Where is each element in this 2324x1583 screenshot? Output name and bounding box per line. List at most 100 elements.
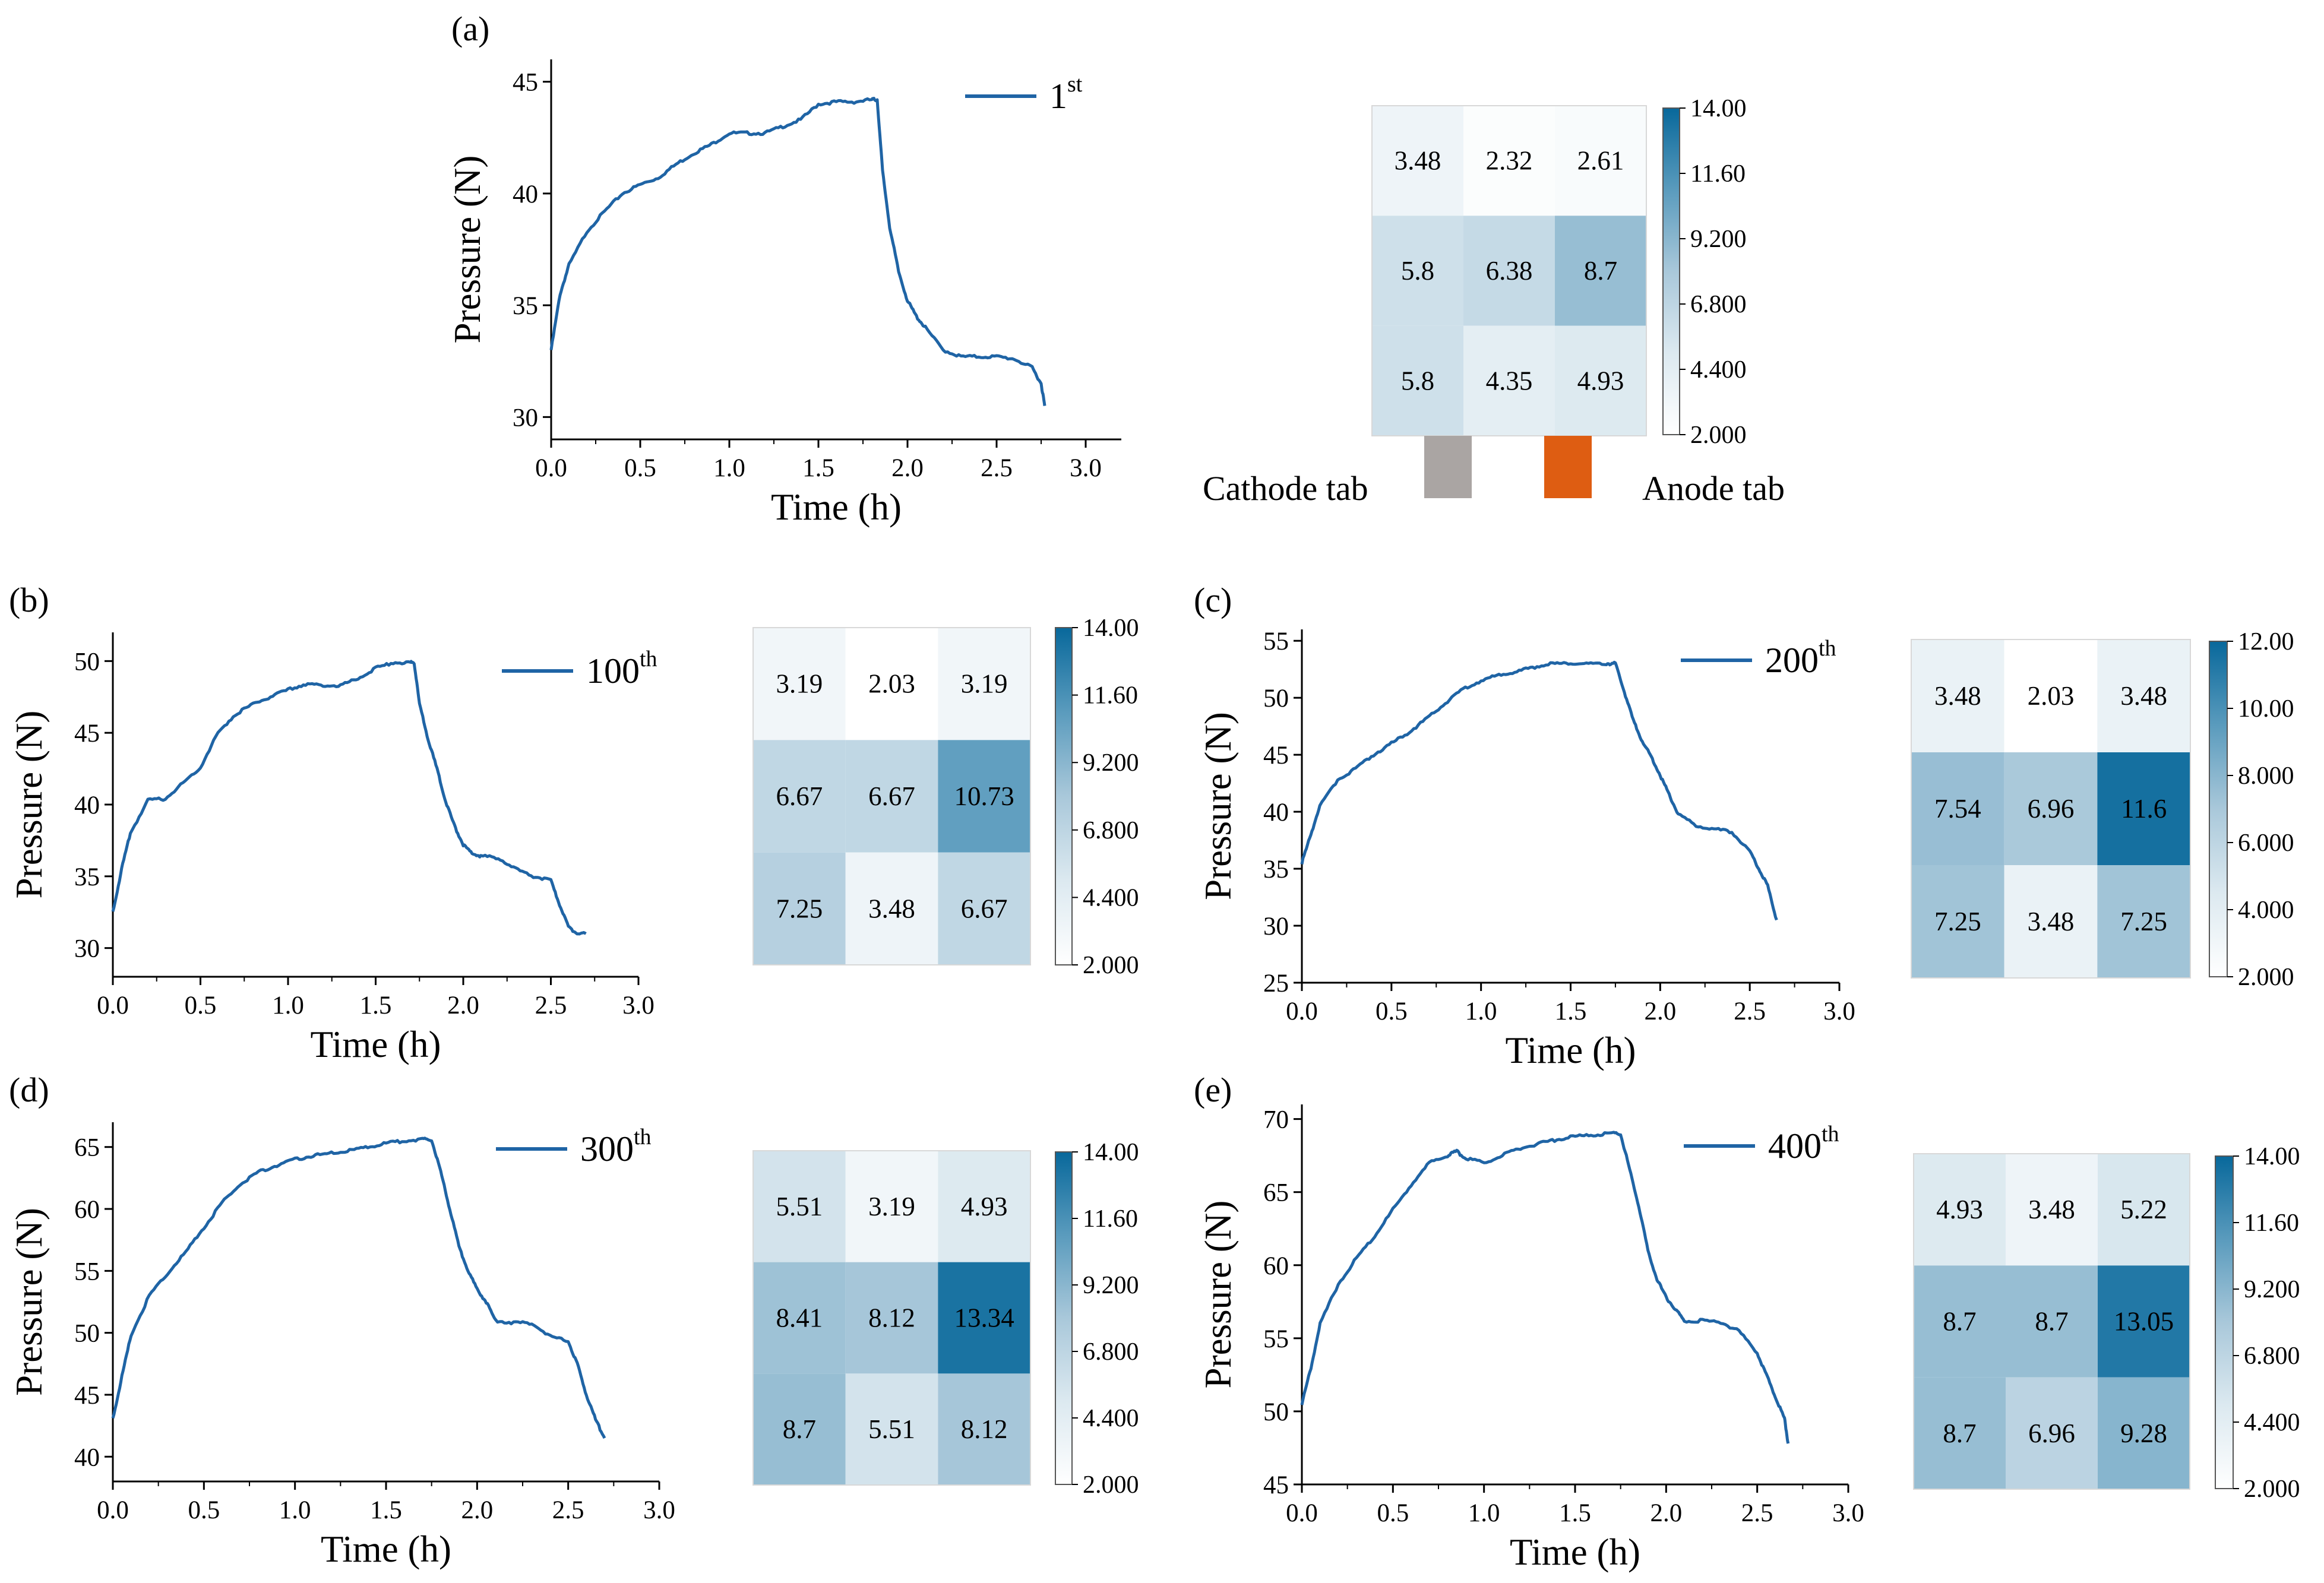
pressure-line: [1300, 1131, 1790, 1444]
heatmap-border: [752, 1150, 1031, 1486]
x-tick-label: 2.5: [1734, 998, 1766, 1025]
heatmap-cell-value: 6.38: [1486, 256, 1533, 286]
heatmap-cell-value: 10.73: [954, 781, 1014, 811]
heatmap-cell-value: 2.32: [1486, 146, 1533, 176]
heatmap-cell-value: 5.8: [1401, 366, 1434, 395]
legend-label: 300: [580, 1129, 634, 1169]
y-tick-label: 40: [513, 181, 538, 208]
x-tick-label: 1.5: [802, 454, 834, 482]
heatmap-cell-value: 11.6: [2121, 794, 2167, 824]
y-tick-label: 50: [1263, 685, 1289, 713]
colorbar-tick-label: 10.00: [2238, 695, 2294, 723]
legend-superscript: th: [634, 1125, 652, 1150]
x-tick-label: 2.0: [1650, 1499, 1682, 1527]
y-tick-label: 55: [74, 1258, 100, 1286]
pressure-line: [1300, 660, 1778, 921]
panel-label: (e): [1194, 1071, 1232, 1109]
heatmap-cell-value: 4.93: [1577, 366, 1624, 395]
y-tick-label: 35: [74, 863, 100, 891]
heatmap-cell-value: 6.96: [2028, 1419, 2075, 1448]
y-tick-label: 50: [74, 1320, 100, 1348]
colorbar-tick-label: 11.60: [1083, 682, 1138, 710]
x-tick-label: 1.0: [279, 1496, 311, 1524]
legend-label: 1: [1049, 77, 1067, 116]
x-tick-label: 0.5: [185, 992, 217, 1020]
heatmap-cell-value: 8.7: [1943, 1307, 1976, 1337]
heatmap-cell-value: 5.51: [776, 1192, 823, 1221]
x-tick-label: 1.5: [370, 1496, 402, 1524]
y-tick-label: 45: [513, 69, 538, 97]
x-tick-label: 2.5: [1741, 1499, 1773, 1527]
y-tick-label: 35: [1263, 856, 1289, 884]
heatmap-cell: [2006, 1265, 2098, 1378]
colorbar-tick-label: 14.00: [1690, 95, 1747, 122]
x-tick-label: 0.0: [97, 1496, 129, 1524]
heatmap-cell-value: 5.8: [1401, 256, 1434, 286]
x-tick-label: 2.0: [1644, 998, 1676, 1025]
colorbar-tick-label: 11.60: [2244, 1210, 2299, 1237]
heatmap-cell: [1463, 216, 1555, 326]
heatmap-cell-value: 6.67: [776, 781, 823, 811]
y-tick-label: 60: [74, 1196, 100, 1224]
x-tick-label: 0.5: [624, 454, 656, 482]
colorbar-tick-label: 6.800: [1690, 291, 1747, 318]
heatmap-cell: [753, 852, 846, 965]
x-tick-label: 0.0: [1286, 998, 1318, 1025]
heatmap-cell: [753, 628, 846, 740]
panel-d: (d) 0.0 0.5 1.0 1.5 2.0 2.5 3.0 40 45 50 55 60 65 Time…: [8, 1071, 1139, 1570]
colorbar: [2209, 641, 2228, 977]
cathode-tab-swatch: [1424, 436, 1472, 498]
y-axis-label: Pressure (N): [8, 1208, 50, 1396]
heatmap-cell-value: 4.93: [1936, 1195, 1983, 1224]
colorbar-tick-label: 9.200: [1690, 226, 1747, 253]
x-axis-label: Time (h): [1510, 1531, 1640, 1573]
x-axis-label: Time (h): [311, 1024, 441, 1065]
heatmap-border: [1913, 1153, 2190, 1490]
colorbar-tick-label: 4.400: [1690, 356, 1747, 384]
y-tick-label: 55: [1263, 1325, 1289, 1353]
colorbar: [1662, 107, 1680, 435]
x-tick-label: 0.5: [1377, 1499, 1409, 1527]
y-tick-label: 45: [74, 1382, 100, 1410]
x-axis-label: Time (h): [1506, 1030, 1636, 1071]
legend-superscript: th: [1822, 1122, 1839, 1147]
x-tick-label: 3.0: [1070, 454, 1102, 482]
x-tick-label: 1.5: [360, 992, 392, 1020]
panel-b: (b) 0.0 0.5 1.0 1.5 2.0 2.5 3.0 30 35 40 45 50 Time (…: [8, 581, 1139, 1065]
x-tick-label: 1.0: [272, 992, 304, 1020]
heatmap-cell-value: 3.48: [2028, 907, 2075, 936]
heatmap-cell: [1555, 216, 1646, 326]
y-tick-label: 50: [74, 648, 100, 676]
heatmap-cell-value: 7.25: [2120, 907, 2167, 936]
x-tick-label: 1.0: [1465, 998, 1497, 1025]
y-tick-label: 60: [1263, 1252, 1289, 1280]
heatmap-cell: [753, 740, 846, 853]
heatmap-cell: [845, 628, 938, 740]
heatmap-cell-value: 8.7: [2035, 1307, 2068, 1337]
y-tick-label: 30: [1263, 913, 1289, 941]
x-tick-label: 0.0: [97, 992, 129, 1020]
heatmap-cell: [845, 852, 938, 965]
panel-a: (a) 0.0 0.5 1.0 1.5 2.0 2.5 3.0 30 35 40 45 Time (h)…: [447, 10, 1747, 528]
x-tick-label: 0.5: [1376, 998, 1408, 1025]
heatmap-cell: [845, 1373, 938, 1485]
pressure-line: [549, 97, 1046, 406]
colorbar-tick-label: 6.800: [2244, 1343, 2300, 1370]
colorbar-tick-label: 12.00: [2238, 628, 2294, 656]
legend-superscript: th: [640, 647, 657, 672]
heatmap-cell: [938, 1262, 1030, 1374]
colorbar-tick-label: 11.60: [1690, 160, 1746, 188]
heatmap-cell-value: 6.67: [868, 781, 915, 811]
heatmap-cell-value: 5.51: [868, 1414, 915, 1444]
cathode-tab-label: Cathode tab: [1203, 469, 1368, 508]
heatmap-cell: [1463, 106, 1555, 216]
y-tick-label: 55: [1263, 628, 1289, 656]
heatmap-cell: [2004, 639, 2098, 752]
y-tick-label: 65: [1263, 1179, 1289, 1207]
heatmap-cell: [1372, 216, 1463, 326]
heatmap-cell: [2097, 639, 2190, 752]
anode-tab-label: Anode tab: [1642, 469, 1785, 508]
heatmap-cell: [1914, 1377, 2006, 1489]
y-tick-label: 45: [74, 720, 100, 748]
y-tick-label: 40: [74, 792, 100, 819]
